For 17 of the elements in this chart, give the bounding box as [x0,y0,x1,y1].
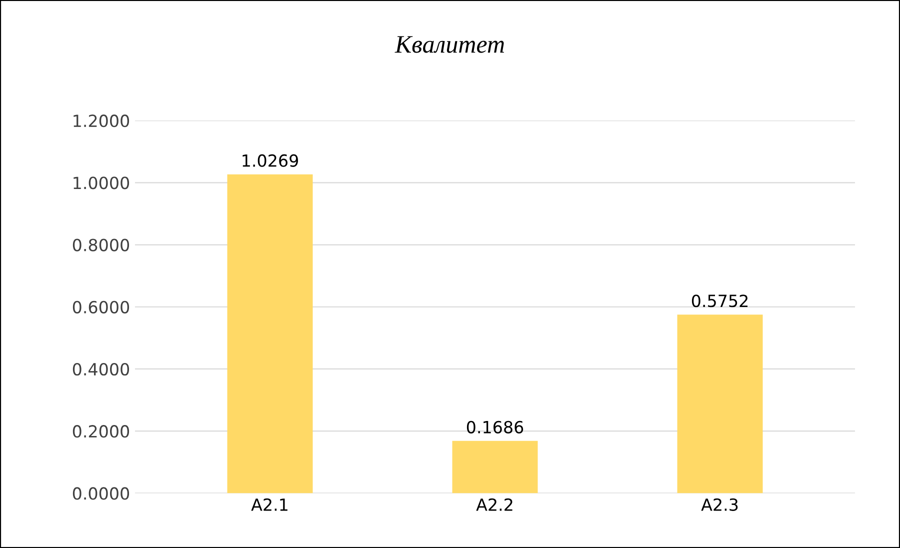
y-tick-label: 0.4000 [72,362,130,376]
y-tick-label: 0.8000 [72,238,130,252]
y-tick-label: 1.0000 [74,176,130,190]
data-label: 0.5752 [692,294,748,308]
bar [677,314,763,494]
bar [227,174,313,494]
x-tick-label: A2.2 [476,498,512,511]
y-tick-label: 1.2000 [74,114,130,128]
x-tick-label: A2.1 [251,498,288,511]
y-tick-label: 0.6000 [72,300,130,314]
bar [452,440,538,494]
data-label: 1.0269 [242,154,298,167]
y-tick-label: 0.2000 [72,425,130,438]
x-tick-label: A2.3 [701,498,738,511]
chart-title: Квалитет [394,36,504,53]
y-tick-label: 0.0000 [72,487,130,500]
data-label: 0.1686 [466,420,524,434]
